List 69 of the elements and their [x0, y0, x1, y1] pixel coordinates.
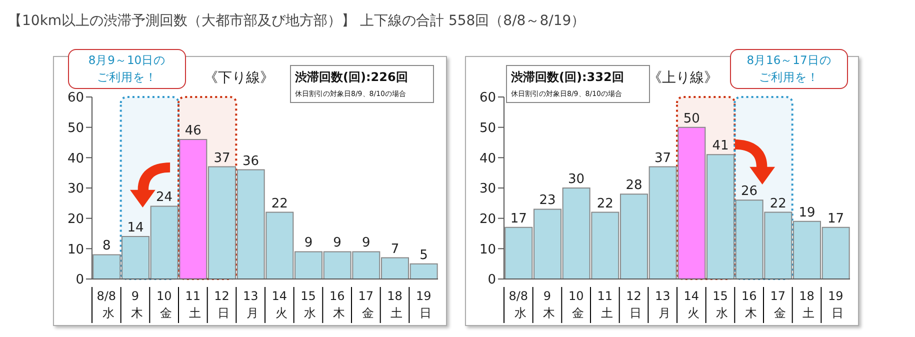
data-label: 7	[390, 242, 400, 257]
y-tick-label: 40	[67, 151, 84, 166]
x-tick-label: 8/8 水	[508, 289, 528, 320]
data-label: 9	[333, 236, 342, 251]
data-label: 22	[770, 196, 786, 212]
data-label: 23	[539, 193, 556, 208]
chart-subtitle: 《下り線》	[204, 69, 274, 87]
y-tick-label: 0	[76, 272, 84, 288]
y-tick-label: 30	[67, 182, 84, 197]
data-label: 37	[654, 150, 672, 166]
x-tick-label: 12 日	[626, 289, 642, 320]
x-tick-label: 9 木	[539, 289, 556, 320]
x-tick-label: 16 木	[329, 289, 345, 320]
chart-title: 【10km以上の渋滞予測回数（大都市部及び地方部）】 上下線の合計 558回（8/8～8/19）	[8, 12, 586, 30]
x-tick-label: 14 火	[272, 289, 288, 320]
y-tick-label: 0	[488, 272, 496, 288]
data-label: 36	[242, 154, 260, 169]
y-tick-label: 50	[67, 120, 84, 136]
x-tick-label: 10 金	[568, 289, 584, 320]
x-tick-label: 19 日	[828, 289, 844, 320]
x-tick-label: 17 金	[358, 289, 374, 320]
y-tick-label: 10	[67, 242, 84, 258]
y-tick-label: 40	[479, 151, 496, 166]
y-tick-label: 30	[479, 182, 496, 197]
data-label: 24	[156, 190, 173, 206]
x-tick-label: 15 水	[712, 289, 728, 320]
x-tick-label: 12 日	[214, 289, 230, 320]
text: 渋滞回数(回):226回	[295, 69, 409, 86]
x-tick-label: 10 金	[156, 289, 172, 320]
x-tick-label: 8/8 水	[96, 289, 116, 320]
x-tick-label: 11 土	[597, 289, 613, 320]
x-tick-label: 13 月	[654, 289, 670, 320]
data-label: 14	[127, 220, 144, 236]
data-label: 5	[420, 248, 428, 263]
y-tick-label: 50	[479, 120, 496, 136]
x-tick-label: 15 水	[300, 289, 316, 320]
data-label: 50	[683, 111, 700, 126]
y-tick-label: 20	[479, 212, 496, 227]
x-tick-label: 13 月	[242, 289, 258, 320]
text: 渋滞回数(回):332回	[511, 69, 625, 86]
text: 8月9～10日のご利用を！	[87, 52, 167, 86]
data-label: 26	[741, 184, 758, 200]
chart-subtitle: 《上り線》	[648, 69, 718, 87]
data-label: 17	[828, 211, 844, 226]
data-label: 22	[596, 196, 614, 212]
y-tick-label: 60	[67, 90, 84, 106]
data-label: 46	[184, 123, 202, 138]
data-label: 17	[510, 211, 527, 226]
x-tick-label: 18 土	[386, 289, 403, 320]
y-tick-label: 60	[479, 90, 496, 106]
data-label: 19	[798, 205, 816, 220]
x-tick-label: 9 木	[127, 289, 144, 320]
x-tick-label: 16 木	[741, 289, 757, 320]
data-label: 22	[271, 196, 288, 212]
data-label: 41	[712, 138, 729, 154]
x-tick-label: 14 火	[684, 289, 700, 320]
x-tick-label: 19 日	[416, 289, 432, 320]
x-tick-label: 17 金	[770, 289, 786, 320]
y-tick-label: 20	[67, 212, 84, 227]
data-label: 8	[102, 238, 111, 254]
data-label: 28	[626, 178, 642, 194]
y-tick-label: 10	[479, 242, 496, 258]
x-tick-label: 18 土	[798, 289, 815, 320]
x-tick-label: 11 土	[185, 289, 201, 320]
data-label: 9	[304, 236, 313, 251]
text: 8月16～17日のご利用を！	[746, 52, 832, 86]
data-label: 30	[568, 172, 585, 187]
data-label: 37	[214, 150, 230, 166]
data-label: 9	[362, 236, 370, 251]
